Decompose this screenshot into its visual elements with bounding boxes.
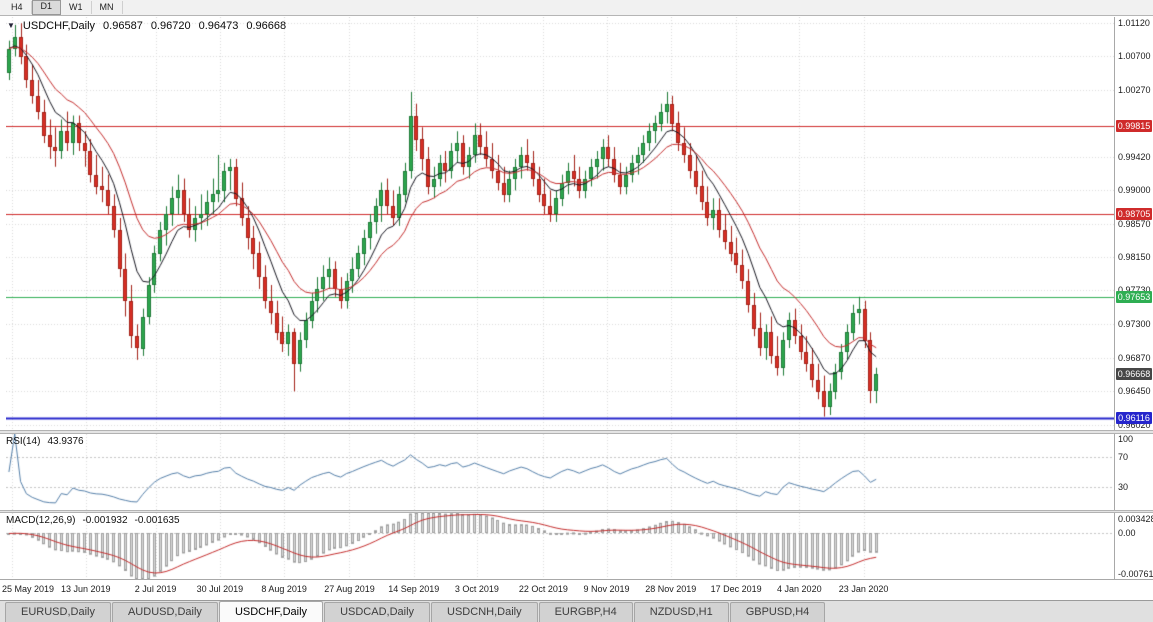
- chart-high-value: 0.96720: [150, 20, 191, 32]
- price-tick-label: 1.00700: [1118, 51, 1151, 62]
- macd-panel: MACD(12,26,9) -0.001932 -0.001635 0.0034…: [0, 513, 1153, 579]
- rsi-value: 43.9376: [47, 436, 84, 447]
- rsi-panel: RSI(14) 43.9376 100 70 30: [0, 434, 1153, 510]
- panel-separator[interactable]: [0, 510, 1153, 513]
- chart-close-value: 0.96668: [246, 20, 287, 32]
- macd-canvas[interactable]: [6, 513, 1114, 579]
- price-tick-label: 0.96020: [1118, 420, 1151, 431]
- price-tick-label: 1.01120: [1118, 18, 1150, 29]
- macd-axis[interactable]: 0.003428 0.00 -0.007615: [1114, 513, 1153, 579]
- chart-low-value: 0.96473: [198, 20, 239, 32]
- date-label: 17 Dec 2019: [710, 584, 762, 594]
- date-label: 25 May 2019: [2, 584, 55, 594]
- button-timeframe-h4[interactable]: H4: [3, 1, 32, 14]
- date-label: 4 Jan 2020: [777, 584, 822, 594]
- chart-symbol-period: USDCHF,Daily: [22, 20, 96, 32]
- price-tick-label: 0.96870: [1118, 353, 1151, 364]
- tab-usdchf-daily[interactable]: USDCHF,Daily: [218, 601, 324, 622]
- macd-signal-value: -0.001635: [134, 515, 180, 526]
- rsi-name: RSI(14): [6, 436, 41, 447]
- date-label: 14 Sep 2019: [388, 584, 440, 594]
- macd-main-value: -0.001932: [82, 515, 128, 526]
- tab-eurusd-daily[interactable]: EURUSD,Daily: [5, 602, 111, 622]
- price-tick-label: 0.97730: [1118, 285, 1151, 295]
- date-label: 30 Jul 2019: [196, 584, 244, 594]
- chart-title: ▼ USDCHF,Daily 0.96587 0.96720 0.96473 0…: [7, 20, 286, 32]
- rsi-tick-label: 30: [1118, 482, 1129, 493]
- button-timeframe-d1[interactable]: D1: [31, 0, 62, 15]
- date-label: 13 Jun 2019: [60, 584, 111, 594]
- price-tick-label: 0.96450: [1118, 386, 1151, 397]
- tab-usdcnh-daily[interactable]: USDCNH,Daily: [431, 602, 538, 622]
- price-level-badge: 0.98705: [1116, 207, 1152, 220]
- price-chart-canvas[interactable]: [6, 17, 1114, 430]
- button-timeframe-w1[interactable]: W1: [61, 1, 92, 14]
- time-axis[interactable]: 25 May 2019 13 Jun 2019 2 Jul 2019 30 Jul 2…: [0, 579, 1153, 600]
- timeframe-toolbar: H4 D1 W1 MN: [0, 0, 1153, 16]
- price-tick-label: 0.98150: [1118, 252, 1151, 263]
- date-label: 22 Oct 2019: [518, 584, 568, 594]
- price-panel: ▼ USDCHF,Daily 0.96587 0.96720 0.96473 0…: [0, 17, 1153, 430]
- macd-tick-label: -0.007615: [1118, 569, 1153, 579]
- date-label: 3 Oct 2019: [454, 584, 499, 594]
- date-label: 8 Aug 2019: [261, 584, 307, 594]
- date-label: 2 Jul 2019: [134, 584, 177, 594]
- date-label: 28 Nov 2019: [645, 584, 697, 594]
- price-level-badge: 0.97653: [1116, 290, 1152, 303]
- price-tick-label: 0.97300: [1118, 319, 1151, 330]
- price-level-badge: 0.96668: [1116, 368, 1152, 381]
- price-tick-label: 0.99000: [1118, 185, 1151, 196]
- rsi-canvas[interactable]: [6, 434, 1114, 510]
- date-label: 23 Jan 2020: [838, 584, 889, 594]
- price-level-badge: 0.96116: [1116, 411, 1152, 424]
- macd-name: MACD(12,26,9): [6, 515, 76, 526]
- symbol-marker-icon: ▼: [7, 21, 15, 30]
- date-label: 9 Nov 2019: [583, 584, 630, 594]
- tab-eurgbp-h4[interactable]: EURGBP,H4: [538, 602, 633, 622]
- rsi-tick-label: 70: [1118, 451, 1129, 462]
- button-timeframe-mn[interactable]: MN: [92, 1, 123, 14]
- tab-gbpusd-h4[interactable]: GBPUSD,H4: [729, 602, 826, 622]
- rsi-label: RSI(14) 43.9376: [6, 436, 84, 447]
- chart-open-value: 0.96587: [103, 20, 143, 32]
- rsi-axis[interactable]: 100 70 30: [1114, 434, 1153, 510]
- macd-tick-label: 0.00: [1118, 528, 1136, 539]
- rsi-tick-label: 100: [1118, 434, 1134, 444]
- panel-separator[interactable]: [0, 430, 1153, 434]
- price-axis[interactable]: 1.01120 1.00700 1.00270 0.99420 0.99000 0.985…: [1114, 17, 1153, 430]
- tab-usdcad-daily[interactable]: USDCAD,Daily: [324, 602, 431, 622]
- tab-audusd-daily[interactable]: AUDUSD,Daily: [111, 602, 218, 622]
- price-tick-label: 0.99420: [1118, 152, 1151, 163]
- chart-window: ▼ USDCHF,Daily 0.96587 0.96720 0.96473 0…: [0, 16, 1153, 600]
- price-tick-label: 0.98570: [1118, 219, 1151, 230]
- price-tick-label: 1.00270: [1118, 85, 1151, 96]
- date-label: 27 Aug 2019: [324, 584, 375, 594]
- tab-nzdusd-h1[interactable]: NZDUSD,H1: [633, 602, 729, 622]
- macd-tick-label: 0.003428: [1118, 514, 1153, 524]
- price-level-badge: 0.99815: [1116, 120, 1152, 133]
- chart-tab-bar: EURUSD,Daily AUDUSD,Daily USDCHF,Daily U…: [0, 600, 1153, 622]
- macd-label: MACD(12,26,9) -0.001932 -0.001635: [6, 515, 180, 526]
